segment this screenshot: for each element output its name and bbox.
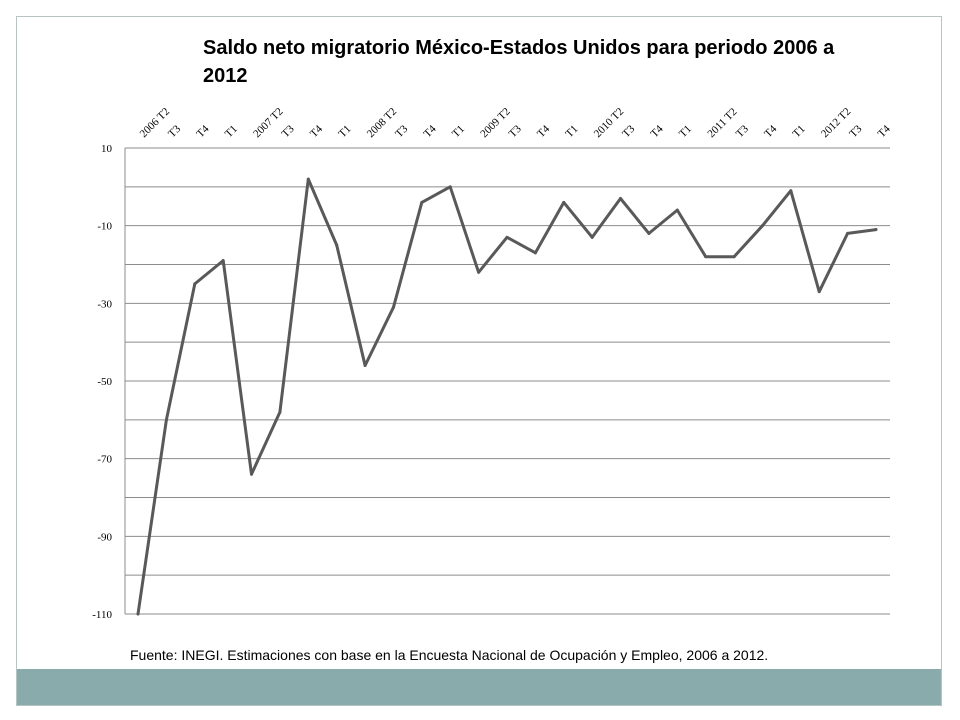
y-tick-label: -10: [97, 221, 112, 233]
x-tick-label: T1: [563, 123, 580, 140]
x-tick-label: T4: [762, 123, 779, 140]
x-tick-label: T4: [535, 123, 552, 140]
source-note: Fuente: INEGI. Estimaciones con base en …: [130, 647, 769, 663]
x-tick-label: T3: [734, 123, 751, 140]
data-point: [448, 185, 452, 189]
data-point: [817, 290, 821, 294]
data-point: [164, 418, 168, 422]
data-point: [306, 177, 310, 181]
data-point: [732, 255, 736, 259]
data-point: [278, 410, 282, 414]
x-tick-label: T3: [393, 123, 410, 140]
x-tick-label: T1: [336, 123, 353, 140]
data-point: [420, 200, 424, 204]
x-tick-label: 2012 T2: [819, 106, 853, 140]
data-point: [391, 305, 395, 309]
x-tick-label: 2006 T2: [138, 106, 172, 140]
x-tick-label: T1: [450, 123, 467, 140]
y-tick-label: -110: [92, 609, 112, 621]
data-point: [789, 189, 793, 193]
x-tick-label: 2008 T2: [365, 106, 399, 140]
data-point: [335, 243, 339, 247]
x-tick-label: T3: [280, 123, 297, 140]
x-tick-label: T4: [421, 123, 438, 140]
y-tick-label: -30: [97, 298, 112, 310]
data-point: [590, 235, 594, 239]
data-point: [193, 282, 197, 286]
data-point: [505, 235, 509, 239]
x-tick-label: T1: [790, 123, 807, 140]
data-point: [533, 251, 537, 255]
data-point: [477, 270, 481, 274]
data-point: [562, 200, 566, 204]
x-tick-label: T3: [166, 123, 183, 140]
data-point: [846, 231, 850, 235]
data-point: [760, 224, 764, 228]
chart-title: Saldo neto migratorio México-Estados Uni…: [203, 37, 835, 87]
data-point: [363, 363, 367, 367]
data-point: [619, 196, 623, 200]
x-tick-label: 2011 T2: [705, 106, 739, 140]
x-tick-label: T3: [620, 123, 637, 140]
footer-band: [17, 669, 941, 705]
y-tick-label: -50: [97, 376, 112, 388]
x-tick-label: T1: [223, 123, 240, 140]
x-tick-label: T4: [876, 123, 893, 140]
data-point: [250, 472, 254, 476]
data-point: [221, 259, 225, 263]
x-tick-label: 2007 T2: [251, 106, 285, 140]
data-point: [675, 208, 679, 212]
x-tick-label: T4: [649, 123, 666, 140]
data-point: [647, 231, 651, 235]
x-tick-label: 2009 T2: [478, 106, 512, 140]
data-point: [874, 228, 878, 232]
x-tick-label: T3: [847, 123, 864, 140]
x-tick-label: T4: [308, 123, 325, 140]
slide-frame: [16, 16, 942, 706]
y-tick-label: -70: [97, 454, 112, 466]
data-point: [704, 255, 708, 259]
x-tick-label: T1: [677, 123, 694, 140]
y-tick-label: 10: [101, 143, 113, 155]
x-tick-label: T4: [194, 123, 211, 140]
x-tick-label: T3: [507, 123, 524, 140]
x-tick-label: 2010 T2: [592, 106, 626, 140]
y-tick-label: -90: [97, 531, 112, 543]
data-point: [136, 612, 140, 616]
series-line: [136, 177, 878, 616]
